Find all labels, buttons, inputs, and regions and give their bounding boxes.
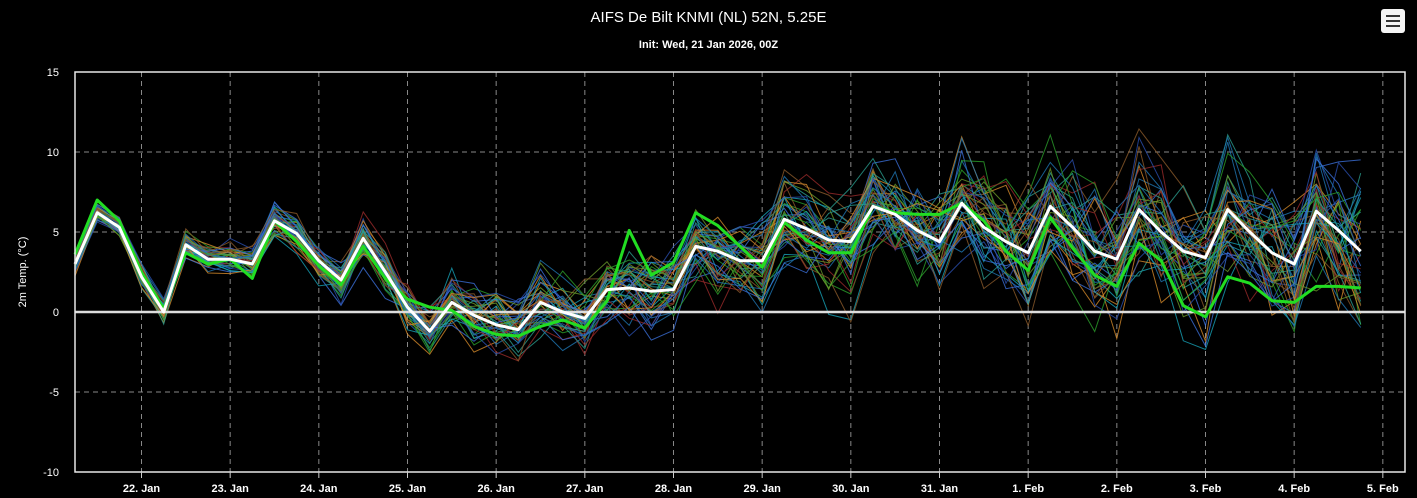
y-tick-label: 0 xyxy=(53,307,59,319)
main-series xyxy=(73,198,1362,338)
y-tick-label: -5 xyxy=(49,387,59,399)
x-tick-label: 24. Jan xyxy=(300,483,338,495)
series-line-control xyxy=(73,198,1361,338)
series-line-mean xyxy=(73,201,1362,333)
x-tick-label: 26. Jan xyxy=(478,483,516,495)
x-tick-label: 22. Jan xyxy=(123,483,161,495)
ensemble-member-line xyxy=(74,173,1362,352)
x-tick-label: 2. Feb xyxy=(1101,483,1133,495)
x-tick-label: 5. Feb xyxy=(1367,483,1399,495)
x-tick-label: 1. Feb xyxy=(1012,483,1044,495)
y-tick-label: 5 xyxy=(53,227,59,239)
x-tick-label: 30. Jan xyxy=(832,483,870,495)
x-tick-label: 4. Feb xyxy=(1278,483,1310,495)
x-tick-label: 29. Jan xyxy=(744,483,782,495)
plot-border xyxy=(74,71,1406,473)
x-tick-label: 25. Jan xyxy=(389,483,427,495)
chart-title: AIFS De Bilt KNMI (NL) 52N, 5.25E xyxy=(590,9,827,26)
axis-ticks: -10 -5 0 5 10 15 22. Jan 23. Jan 24. Jan 25. Jan 2… xyxy=(43,67,1399,495)
chart-subtitle: Init: Wed, 21 Jan 2026, 00Z xyxy=(638,39,779,51)
x-tick-label: 28. Jan xyxy=(655,483,693,495)
ensemble-member-line xyxy=(74,188,1361,338)
ensemble-member-line xyxy=(74,187,1362,341)
ensemble-member-line xyxy=(74,184,1362,342)
x-tick-label: 23. Jan xyxy=(212,483,250,495)
ensemble-member-line xyxy=(74,135,1362,345)
hamburger-menu-icon[interactable] xyxy=(1381,9,1405,33)
y-tick-label: 10 xyxy=(47,147,59,159)
y-tick-label: 15 xyxy=(47,67,59,79)
ensemble-member-line xyxy=(74,203,1362,339)
y-axis-label: 2m Temp. (°C) xyxy=(17,237,29,308)
x-tick-label: 31. Jan xyxy=(921,483,959,495)
ensemble-members xyxy=(74,128,1362,362)
ensemble-member-line xyxy=(74,187,1362,340)
grid-lines xyxy=(75,72,1405,472)
x-tick-label: 3. Feb xyxy=(1190,483,1222,495)
y-tick-label: -10 xyxy=(43,467,59,479)
plot-frame xyxy=(74,71,1406,473)
x-tick-label: 27. Jan xyxy=(566,483,604,495)
ensemble-member-line xyxy=(74,146,1362,362)
ensemble-member-line xyxy=(74,176,1362,355)
